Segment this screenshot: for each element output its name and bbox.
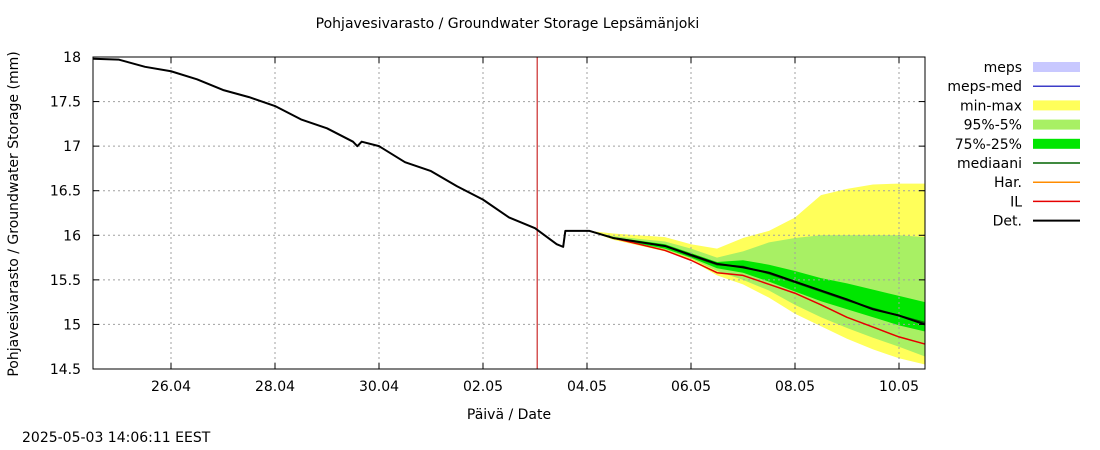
legend-swatch [1033, 119, 1080, 130]
x-tick-label: 08.05 [775, 379, 815, 395]
bands-layer [589, 183, 925, 365]
x-tick-label: 06.05 [671, 379, 711, 395]
y-tick-label: 18 [63, 50, 81, 66]
legend-swatch [1033, 62, 1080, 72]
legend-label: mediaani [957, 156, 1022, 172]
legend-label: Har. [994, 175, 1022, 191]
y-tick-label: 16.5 [50, 184, 81, 200]
generated-timestamp: 2025-05-03 14:06:11 EEST [22, 430, 211, 446]
legend-label: 75%-25% [955, 137, 1022, 153]
chart-title: Pohjavesivarasto / Groundwater Storage L… [315, 16, 700, 32]
series-line-det [92, 57, 926, 326]
legend-swatch [1033, 100, 1080, 111]
band-95-5- [589, 230, 925, 357]
legend-label: meps [984, 60, 1022, 76]
legend-label: min-max [960, 98, 1022, 114]
x-tick-label: 10.05 [879, 379, 919, 395]
x-tick-label: 30.04 [359, 379, 399, 395]
x-tick-label: 26.04 [151, 379, 191, 395]
y-tick-label: 15 [63, 317, 81, 333]
x-tick-label: 28.04 [255, 379, 295, 395]
band-75-25- [589, 230, 925, 332]
x-tick-label: 04.05 [567, 379, 607, 395]
legend-swatch [1033, 138, 1080, 149]
legend-label: Det. [993, 214, 1022, 230]
legend: meps meps-med min-max 95%-5% 75%-25% mediaani… [947, 60, 1080, 230]
y-tick-label: 14.5 [50, 362, 81, 378]
y-tick-label: 16 [63, 228, 81, 244]
y-tick-label: 17 [63, 139, 81, 155]
series-line-il [588, 230, 926, 345]
x-tick-label: 02.05 [463, 379, 503, 395]
grid-layer [93, 57, 925, 369]
x-axis-label: Päivä / Date [466, 407, 552, 423]
legend-label: meps-med [947, 79, 1022, 95]
y-tick-label: 15.5 [50, 273, 81, 289]
legend-label: IL [1010, 194, 1022, 210]
legend-label: 95%-5% [964, 118, 1022, 134]
y-tick-label: 17.5 [50, 95, 81, 111]
plot-area [93, 57, 925, 369]
plot-frame [92, 56, 926, 370]
